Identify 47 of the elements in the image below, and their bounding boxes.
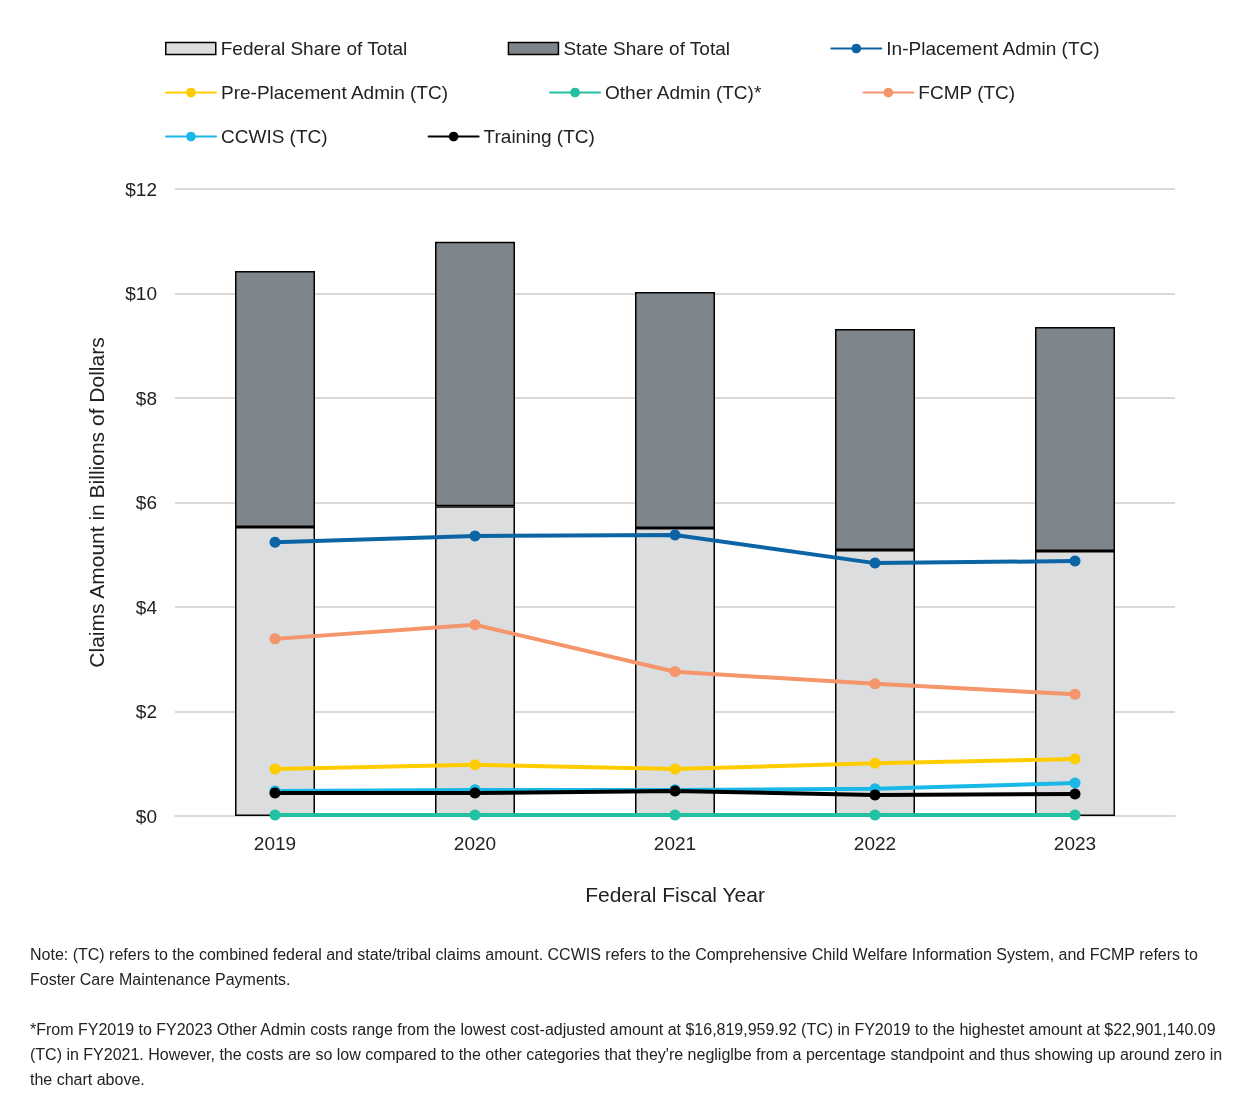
y-tick-label: $6	[135, 492, 157, 513]
point	[869, 789, 881, 801]
point	[269, 536, 281, 548]
point	[1069, 753, 1081, 765]
point	[469, 759, 481, 771]
x-tick-label: 2021	[653, 833, 697, 854]
point	[669, 666, 681, 678]
y-tick-label: $4	[135, 596, 158, 618]
x-tick-label: 2019	[253, 833, 297, 854]
y-axis-title: Claims Amount in Billions of Dollars	[85, 337, 108, 668]
x-tick-label: 2020	[453, 833, 497, 854]
point	[1069, 809, 1081, 821]
text: *From FY2019 to FY2023 Other Admin costs range from the lowest cost-adjusted amount at $16,819,959.92 (TC) in FY2019 to the highestet amount at $22,901,140.09 (TC) in FY2021. However, the costs are so low compared to the other categories that they're negliglbe from a percentage standpoint and thus showing up around zero in the chart above.	[30, 1021, 1227, 1088]
point	[1069, 688, 1081, 700]
x-tick-label: 2023	[1053, 833, 1097, 854]
legend-label: State Share of Total	[563, 38, 730, 59]
y-tick-label: $12	[125, 178, 157, 200]
point	[669, 529, 681, 541]
point	[469, 809, 481, 821]
y-tick-label: $8	[135, 387, 157, 409]
point	[1069, 777, 1081, 789]
x-tick-label: 2022	[853, 833, 897, 854]
point	[269, 763, 281, 775]
x-axis-title: Federal Fiscal Year	[585, 883, 765, 906]
point	[469, 530, 481, 542]
point	[869, 757, 881, 769]
legend-label: In-Placement Admin (TC)	[886, 38, 1100, 59]
point	[269, 809, 281, 821]
point	[1069, 555, 1081, 567]
text: Note: (TC) refers to the combined federal and state/tribal claims amount. CCWIS refers to the Comprehensive Child Welfare Information System, and FCMP refers to Foster Care Maintenance Payments.	[30, 946, 1203, 988]
point	[1069, 788, 1081, 800]
point	[669, 809, 681, 821]
point	[669, 763, 681, 775]
y-tick-label: $0	[135, 805, 157, 827]
legend-label: Other Admin (TC)*	[605, 82, 762, 103]
point	[869, 557, 881, 569]
legend-label: Pre-Placement Admin (TC)	[221, 82, 449, 103]
y-tick-label: $10	[125, 283, 157, 304]
point	[869, 678, 881, 690]
point	[469, 619, 481, 631]
point	[269, 633, 281, 645]
point	[869, 809, 881, 821]
legend-label: Training (TC)	[483, 126, 595, 147]
y-tick-label: $2	[135, 701, 157, 722]
legend-label: CCWIS (TC)	[221, 126, 328, 147]
legend-label: Federal Share of Total	[220, 38, 408, 59]
legend-label: FCMP (TC)	[918, 82, 1016, 103]
